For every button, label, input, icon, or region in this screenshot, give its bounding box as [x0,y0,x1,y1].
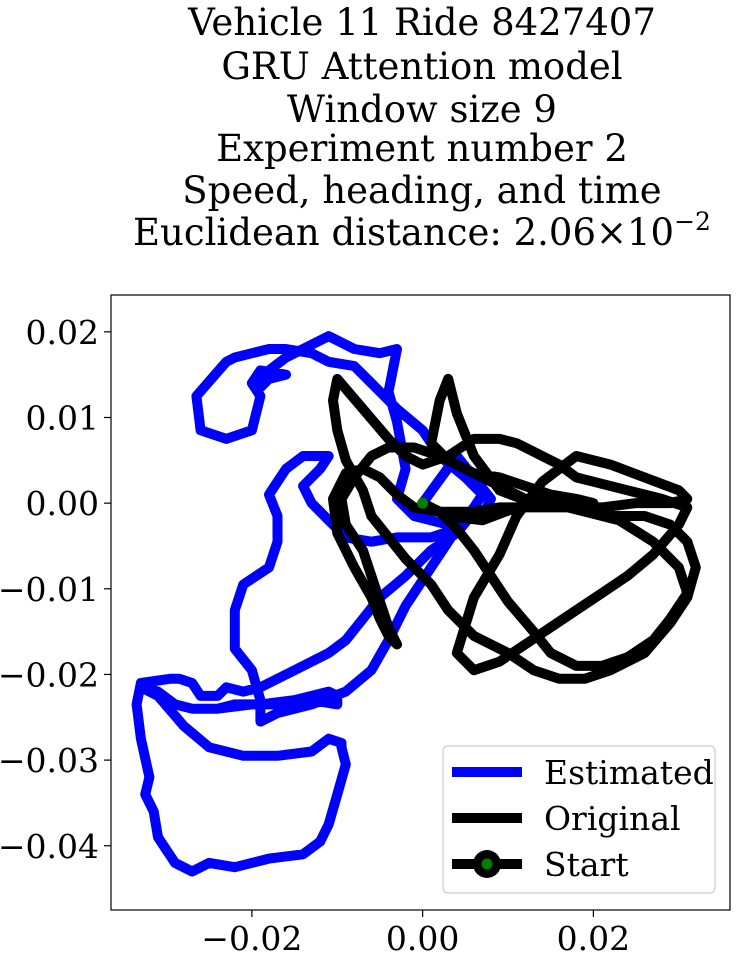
series-line-estimated [131,331,496,877]
axis-ticks: −0.02 0.00 0.02 0.02 0.01 0.00 −0.01 −0.02 −0.03… [0,313,630,957]
title-line-1: Vehicle 11 Ride 8427407 [187,1,656,44]
title-line-3: Window size 9 [287,88,557,131]
x-tick-label: 0.02 [557,919,630,957]
y-tick-label: 0.01 [26,398,99,437]
plot-frame [110,294,731,911]
legend-label-original: Original [544,799,681,838]
y-tick-label: 0.02 [26,313,99,352]
metric-exponent: −2 [674,207,711,236]
metric-mantissa: 2.06 [514,211,596,254]
legend-label-estimated: Estimated [544,753,714,792]
x-tick-label: −0.02 [201,919,302,957]
y-tick-label: −0.01 [0,570,99,609]
legend-box [442,745,716,894]
series-layer [131,331,701,877]
metric-times: × [596,211,627,254]
metric-prefix: Euclidean distance: [133,211,514,254]
start-point [417,497,429,509]
series-line-original [328,373,701,684]
title-line-2: GRU Attention model [221,45,622,88]
y-tick-label: 0.00 [26,484,99,523]
legend-label-start: Start [544,845,629,884]
title-line-5: Speed, heading, and time [182,169,661,212]
x-tick-label: 0.00 [386,919,459,957]
metric-base: 10 [627,211,674,254]
y-tick-label: −0.04 [0,827,99,866]
title-line-4: Experiment number 2 [216,127,628,170]
legend-start-marker [481,858,493,870]
legend: Estimated Original Start [442,745,716,894]
title-metric: Euclidean distance: 2.06×10−2 [133,207,711,254]
y-tick-label: −0.02 [0,655,99,694]
y-tick-label: −0.03 [0,741,99,780]
